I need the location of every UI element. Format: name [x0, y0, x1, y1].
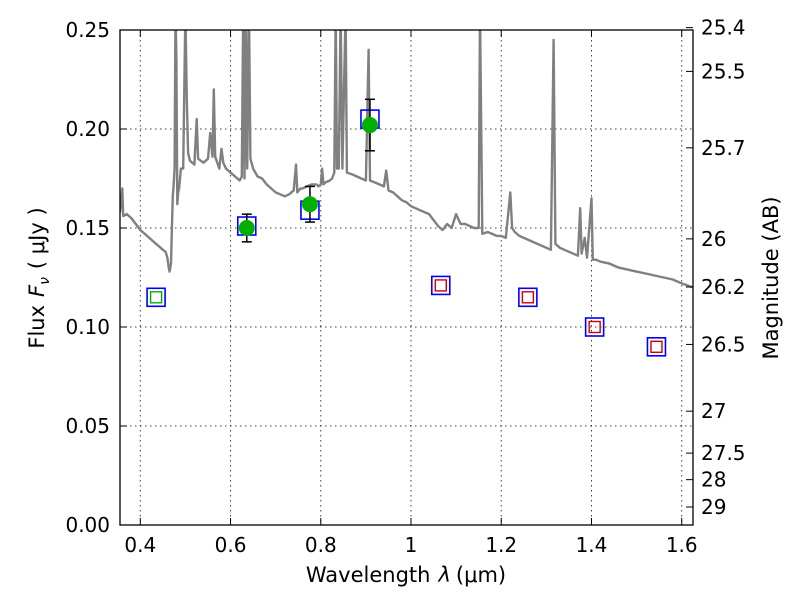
y2-tick-label: 26.2 — [701, 275, 746, 299]
y-tick-label: 0.05 — [65, 414, 110, 438]
upper-limit-marker — [149, 291, 163, 304]
y2-tick-label: 26.5 — [701, 332, 746, 356]
detection-point — [301, 196, 318, 213]
grid-lines — [120, 29, 693, 526]
y2-tick-label: 29 — [701, 495, 726, 519]
x-tick-label: 0.4 — [124, 533, 156, 557]
y2-tick-label: 25.5 — [701, 59, 746, 83]
y-axis-title: FluxFν( μJy ) — [25, 207, 53, 348]
x-tick-label: 1.4 — [576, 533, 608, 557]
y-tick-label: 0.15 — [65, 216, 110, 240]
upper-limit-marker — [521, 291, 535, 304]
y2-tick-label: 25.7 — [701, 136, 746, 160]
axis-ticks: 0.4 0.6 0.8 1 1.2 1.4 1.6 0.00 0.05 0.10 0.15 0.20 0… — [65, 16, 745, 557]
upper-limit-marker — [588, 320, 601, 334]
y2-tick-label: 27 — [701, 399, 726, 423]
x-tick-label: 0.6 — [215, 533, 247, 557]
y2-tick-label: 26 — [701, 227, 726, 251]
detection-point — [238, 220, 255, 236]
model-flux-square — [584, 317, 605, 337]
y-tick-label: 0.00 — [65, 513, 110, 537]
plot-frame — [119, 29, 694, 526]
model-flux-square — [646, 336, 667, 357]
upper-limit-marker — [434, 279, 447, 292]
x-tick-label: 1 — [405, 533, 418, 557]
y2-tick-label: 27.5 — [701, 441, 746, 465]
y-tick-label: 0.10 — [65, 315, 110, 339]
x-axis-title: Wavelength λ (μm) — [306, 563, 506, 587]
y2-axis-title: Magnitude (AB) — [759, 196, 783, 359]
x-tick-label: 1.2 — [485, 533, 517, 557]
model-flux-square — [518, 287, 538, 308]
x-tick-label: 1.6 — [666, 533, 698, 557]
model-flux-square — [430, 275, 451, 296]
model-spectrum-line — [120, 30, 693, 289]
photometry-markers — [146, 98, 667, 357]
model-flux-square — [146, 287, 166, 308]
x-tick-label: 0.8 — [305, 533, 337, 557]
y2-tick-label: 28 — [701, 468, 726, 492]
detection-point — [361, 117, 378, 134]
y-tick-label: 0.20 — [65, 117, 110, 141]
upper-limit-marker — [650, 340, 663, 353]
y2-tick-label: 25.4 — [701, 16, 746, 40]
y-tick-label: 0.25 — [65, 18, 110, 42]
